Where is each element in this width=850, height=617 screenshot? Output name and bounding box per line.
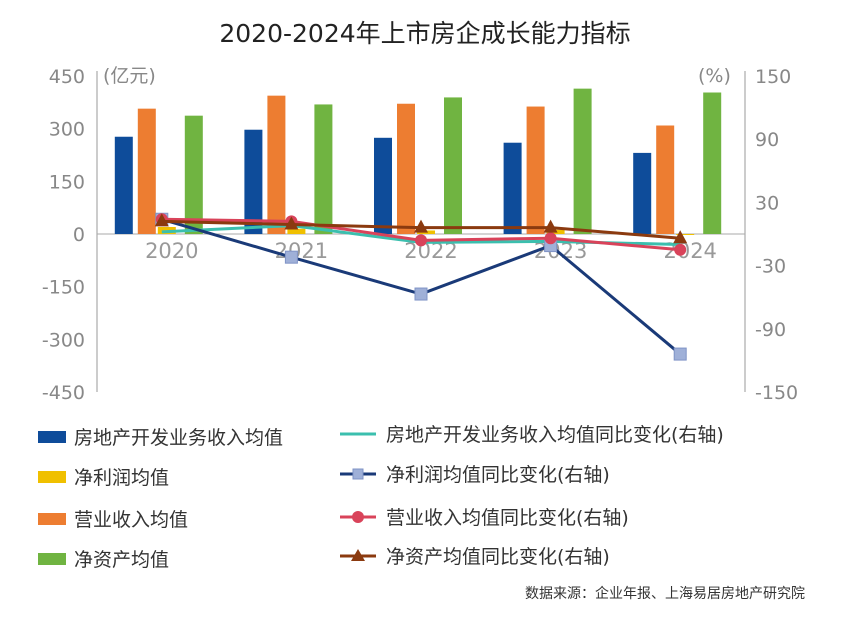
legend-swatch	[38, 552, 66, 565]
legend-line-icon	[340, 510, 376, 523]
left-unit-label: (亿元)	[103, 65, 156, 87]
bar-房地产开发业务收入均值	[633, 152, 652, 234]
bar-营业收入均值	[656, 125, 675, 234]
legend-label: 净资产均值同比变化(右轴)	[386, 546, 610, 568]
bar-净资产均值	[444, 97, 462, 234]
marker-triangle	[414, 219, 428, 233]
legend-item: 营业收入均值	[38, 505, 188, 532]
bar-净利润均值	[287, 228, 306, 234]
bar-房地产开发业务收入均值	[374, 137, 392, 234]
bar-净利润均值	[676, 234, 695, 235]
bar-房地产开发业务收入均值	[114, 136, 133, 234]
bar-净资产均值	[573, 88, 592, 234]
bar-营业收入均值	[267, 95, 286, 234]
legend-item: 房地产开发业务收入均值	[38, 423, 283, 450]
bar-营业收入均值	[137, 108, 156, 234]
chart-title: 2020-2024年上市房企成长能力指标	[219, 19, 631, 48]
legend-item: 净利润均值同比变化(右轴)	[340, 460, 610, 487]
legend-label: 营业收入均值同比变化(右轴)	[386, 507, 629, 529]
right-tick-label: 150	[755, 66, 791, 88]
marker-triangle	[284, 216, 299, 230]
legend-item: 营业收入均值同比变化(右轴)	[340, 503, 629, 530]
legend-item: 净资产均值	[38, 545, 169, 572]
legend-line-icon	[340, 468, 376, 479]
source-note: 数据来源：企业年报、上海易居房地产研究院	[525, 586, 805, 602]
bar-营业收入均值	[397, 103, 415, 234]
bar-净资产均值	[314, 104, 333, 234]
x-tick-label: 2024	[663, 239, 716, 263]
legend-label: 房地产开发业务收入均值	[74, 427, 284, 449]
legend-item: 净资产均值同比变化(右轴)	[340, 542, 610, 569]
left-tick-label: -300	[42, 329, 85, 351]
marker-square	[284, 250, 298, 264]
marker-circle	[415, 234, 427, 247]
right-tick-label: -30	[755, 256, 786, 278]
left-tick-label: 0	[73, 224, 85, 246]
left-tick-label: 300	[49, 119, 85, 141]
legend-swatch	[38, 512, 66, 525]
left-tick-label: 150	[49, 171, 85, 193]
right-tick-label: -150	[755, 382, 798, 404]
x-tick-label: 2020	[145, 239, 198, 263]
left-tick-label: 450	[49, 66, 85, 88]
legend-line-icon	[340, 548, 376, 561]
legend-label: 净资产均值	[74, 549, 170, 571]
bar-净资产均值	[703, 92, 722, 234]
right-tick-label: 30	[755, 192, 779, 214]
legend-label: 净利润均值	[74, 467, 170, 489]
legend-label: 房地产开发业务收入均值同比变化(右轴)	[386, 424, 724, 446]
left-tick-label: -450	[42, 382, 85, 404]
marker-triangle	[154, 213, 169, 227]
marker-triangle	[673, 230, 688, 244]
legend-swatch	[38, 430, 66, 443]
marker-square	[673, 347, 687, 361]
marker-square	[414, 287, 428, 301]
bar-房地产开发业务收入均值	[503, 142, 522, 234]
bar-净资产均值	[184, 115, 203, 234]
right-tick-label: -90	[755, 319, 786, 341]
marker-circle	[674, 243, 687, 256]
right-tick-label: 90	[755, 129, 779, 151]
bar-营业收入均值	[526, 106, 545, 234]
left-tick-label: -150	[42, 277, 85, 299]
legend-line-icon	[340, 432, 376, 435]
legend-swatch	[38, 470, 66, 483]
right-unit-label: (%)	[698, 65, 731, 87]
bar-房地产开发业务收入均值	[244, 129, 263, 234]
legend-label: 营业收入均值	[74, 509, 189, 531]
legend-item: 净利润均值	[38, 463, 169, 490]
marker-circle	[544, 232, 557, 245]
legend-item: 房地产开发业务收入均值同比变化(右轴)	[340, 420, 724, 447]
marker-triangle	[543, 219, 558, 233]
legend-label: 净利润均值同比变化(右轴)	[386, 464, 610, 486]
